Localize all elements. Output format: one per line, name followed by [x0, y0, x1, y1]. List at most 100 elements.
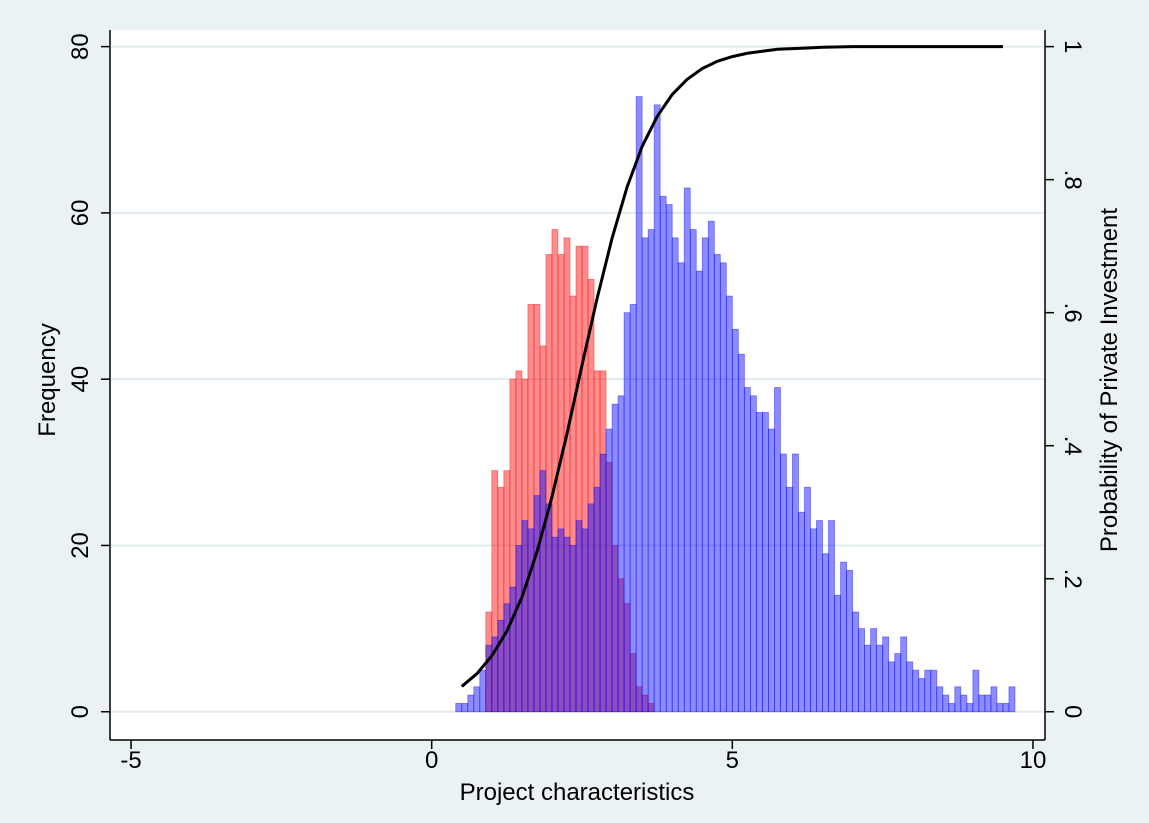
histogram-bar [749, 395, 757, 713]
histogram-bar [605, 428, 613, 713]
histogram-bar [713, 254, 721, 713]
histogram-bar [599, 370, 607, 713]
histogram-bar [876, 644, 884, 713]
histogram-bar [707, 220, 715, 713]
histogram-bar [725, 295, 733, 713]
histogram-bar [467, 694, 475, 713]
histogram-bar [515, 370, 523, 713]
histogram-bar [743, 387, 751, 713]
x-tick-label: 10 [1020, 747, 1047, 774]
y2-tick-label: 1 [1059, 40, 1086, 53]
histogram-bar [641, 694, 649, 713]
histogram-bar [497, 486, 505, 713]
x-tick-label: 0 [425, 747, 438, 774]
histogram-bar [719, 262, 727, 713]
histogram-bar [629, 653, 637, 713]
histogram-bar [677, 262, 685, 713]
histogram-bar [996, 703, 1004, 713]
histogram-bar [894, 653, 902, 713]
histogram-bar [629, 303, 637, 713]
histogram-bar [473, 686, 481, 713]
x-tick-label: 5 [726, 747, 739, 774]
histogram-bar [617, 578, 625, 713]
axes: 0 20 40 60 80 0 .2 .4 .6 .8 1 -5 0 5 10 [67, 30, 1086, 774]
x-axis-title: Project characteristics [460, 779, 695, 806]
histogram-bar [882, 636, 890, 713]
histogram-bar [1002, 703, 1010, 713]
histogram-bar [575, 520, 583, 713]
y2-tick-label: .2 [1059, 569, 1086, 589]
histogram-bar [695, 270, 703, 713]
y-tick-label: 40 [67, 366, 94, 393]
histogram-bar [659, 195, 667, 713]
histogram-bar [503, 603, 511, 713]
histogram-bar [647, 703, 655, 713]
histogram-bar [822, 553, 829, 713]
histogram-bar [731, 328, 739, 713]
histogram-bar [587, 503, 595, 713]
histogram-bar [888, 661, 896, 713]
y2-tick-label: .8 [1059, 170, 1086, 190]
histogram-bar [521, 520, 529, 713]
histogram-bar [792, 453, 799, 713]
histogram-bar [611, 545, 619, 713]
histogram-bar [521, 378, 529, 713]
y2-tick-label: .4 [1059, 436, 1086, 456]
histogram-bar [671, 237, 679, 713]
histogram-bar [984, 694, 992, 713]
histogram-bar [569, 295, 577, 713]
histogram-bar [864, 644, 872, 713]
histogram-bar [942, 694, 950, 713]
y-tick-label: 80 [67, 33, 94, 60]
histogram-bar [774, 387, 781, 713]
histogram-bar [755, 412, 763, 713]
histogram-bar [497, 619, 505, 713]
histogram-bar [768, 428, 775, 713]
histogram-bar [810, 528, 817, 713]
histogram-bar [972, 669, 980, 713]
histogram-bar [924, 669, 932, 713]
histogram-bar [906, 661, 914, 713]
histogram-bar [816, 520, 823, 713]
y-axis-title: Frequency [34, 323, 61, 436]
histogram-bar [593, 486, 601, 713]
histogram-bar [834, 594, 841, 713]
histogram-bar [611, 403, 619, 713]
histogram-bar [1008, 686, 1016, 713]
histogram-bar [647, 229, 655, 713]
y2-axis-title: Probability of Private Investment [1096, 208, 1123, 552]
histogram-bar [653, 104, 661, 713]
histogram-bar [635, 96, 643, 713]
histogram-bar [617, 395, 625, 713]
histogram-bar [587, 279, 595, 713]
marks [455, 45, 1016, 713]
histogram-bar [936, 686, 944, 713]
histogram-bar [978, 694, 986, 713]
probability-curve [460, 45, 1003, 688]
y-tick-label: 60 [67, 200, 94, 227]
histogram-bar [551, 536, 559, 713]
histogram-bar [966, 703, 974, 713]
histogram-bar [599, 453, 607, 713]
histogram-bar [635, 686, 643, 713]
histogram-bar [846, 569, 853, 713]
histogram-bar [545, 254, 553, 713]
histogram-bar [485, 644, 493, 713]
histogram-bar [533, 495, 541, 713]
histogram-bar [461, 703, 469, 713]
histogram-bar [623, 312, 631, 713]
histogram-bar [557, 254, 565, 713]
histogram-bar [623, 603, 631, 713]
histogram-bar [918, 678, 926, 713]
histogram-bar [852, 611, 860, 713]
histogram-bar [479, 669, 487, 713]
histogram-bar [798, 511, 805, 713]
histogram-bar [840, 561, 847, 713]
histogram-bar [701, 237, 709, 713]
histogram-bar [804, 486, 811, 713]
histogram-bar [689, 229, 697, 713]
histogram-bar [503, 470, 511, 713]
histogram-bar [563, 237, 571, 713]
histogram-bar [527, 528, 535, 713]
